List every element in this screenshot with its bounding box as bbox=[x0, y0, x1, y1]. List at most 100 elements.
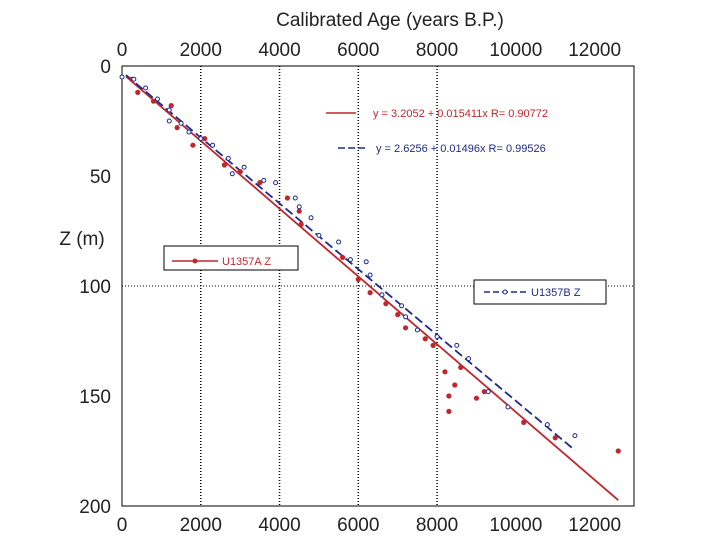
point-u1357b bbox=[210, 142, 216, 148]
point-u1357b bbox=[131, 76, 137, 82]
point-u1357a bbox=[446, 408, 452, 414]
bottom-axis-ticks: 0 2000 4000 6000 8000 10000 12000 bbox=[117, 515, 621, 536]
point-u1357b bbox=[273, 180, 279, 186]
point-u1357b bbox=[505, 404, 511, 410]
point-u1357a bbox=[296, 208, 302, 214]
y-axis-label: Z (m) bbox=[59, 229, 104, 250]
legend-u1357a-box bbox=[163, 245, 299, 271]
point-u1357a bbox=[442, 369, 448, 375]
point-u1357b bbox=[186, 129, 192, 135]
point-u1357a bbox=[402, 325, 409, 331]
point-u1357b bbox=[292, 195, 298, 201]
point-u1357b bbox=[178, 120, 184, 126]
point-u1357a bbox=[615, 448, 621, 454]
fit-label-red-text: y = 3.2052 + 0.015411x R= 0.90772 bbox=[373, 108, 548, 120]
left-axis-ticks: 0 50 100 150 200 bbox=[79, 57, 111, 518]
point-u1357b bbox=[166, 107, 172, 113]
data-points bbox=[119, 74, 621, 454]
point-u1357b bbox=[225, 155, 231, 161]
y-tick-label: 0 bbox=[100, 57, 111, 78]
point-u1357a bbox=[452, 382, 458, 388]
point-u1357a bbox=[473, 395, 480, 401]
point-u1357b bbox=[308, 215, 314, 221]
point-u1357a bbox=[355, 276, 361, 282]
point-u1357a bbox=[521, 419, 527, 425]
legend-u1357a-marker bbox=[192, 258, 198, 264]
point-u1357b bbox=[198, 136, 204, 142]
point-u1357b bbox=[296, 204, 302, 210]
bottom-tick-label: 10000 bbox=[489, 515, 542, 536]
point-u1357b bbox=[347, 257, 353, 263]
bottom-tick-label: 12000 bbox=[568, 515, 621, 536]
point-u1357a bbox=[430, 342, 436, 348]
point-u1357b bbox=[544, 422, 550, 428]
point-u1357b bbox=[399, 303, 405, 309]
point-u1357b bbox=[154, 96, 160, 102]
point-u1357b bbox=[229, 171, 235, 177]
point-u1357a bbox=[422, 336, 428, 342]
point-u1357a bbox=[284, 195, 291, 201]
top-tick-label: 12000 bbox=[568, 40, 621, 61]
top-tick-label: 4000 bbox=[258, 40, 300, 61]
top-tick-label: 0 bbox=[117, 40, 128, 61]
legend-u1357b: U1357B Z bbox=[473, 279, 607, 305]
fit-label-blue-text: y = 2.6256 + 0.01496x R= 0.99526 bbox=[376, 143, 546, 155]
point-u1357a bbox=[257, 180, 263, 186]
bottom-tick-label: 4000 bbox=[258, 515, 300, 536]
point-u1357b bbox=[403, 314, 409, 320]
point-u1357a bbox=[237, 169, 243, 175]
point-u1357b bbox=[363, 259, 369, 265]
top-tick-label: 6000 bbox=[337, 40, 379, 61]
point-u1357b bbox=[143, 85, 149, 91]
y-tick-label: 100 bbox=[79, 277, 111, 298]
point-u1357b bbox=[336, 239, 342, 245]
point-u1357a bbox=[395, 312, 401, 318]
point-u1357b bbox=[434, 334, 440, 340]
point-u1357b bbox=[454, 342, 460, 348]
point-u1357a bbox=[221, 162, 227, 168]
fit-line-u1357a bbox=[125, 75, 619, 501]
point-u1357a bbox=[552, 435, 558, 441]
point-u1357b bbox=[466, 356, 472, 362]
legend-u1357b-marker bbox=[502, 289, 508, 295]
point-u1357a bbox=[135, 89, 141, 95]
bottom-tick-label: 8000 bbox=[416, 515, 458, 536]
point-u1357a bbox=[367, 290, 373, 296]
point-u1357a bbox=[168, 103, 174, 109]
point-u1357b bbox=[379, 292, 385, 298]
point-u1357b bbox=[572, 433, 578, 439]
point-u1357b bbox=[316, 232, 322, 238]
point-u1357a bbox=[339, 254, 346, 260]
point-u1357b bbox=[414, 327, 420, 333]
top-tick-label: 2000 bbox=[180, 40, 222, 61]
point-u1357b bbox=[261, 177, 267, 183]
top-tick-label: 8000 bbox=[416, 40, 458, 61]
point-u1357b bbox=[166, 118, 172, 124]
point-u1357a bbox=[202, 136, 208, 142]
legend-u1357b-label: U1357B Z bbox=[531, 287, 581, 299]
bottom-tick-label: 6000 bbox=[337, 515, 379, 536]
y-tick-label: 50 bbox=[90, 167, 111, 188]
bottom-tick-label: 2000 bbox=[180, 515, 222, 536]
top-tick-label: 10000 bbox=[489, 40, 542, 61]
chart-title: Calibrated Age (years B.P.) bbox=[276, 10, 504, 31]
point-u1357a bbox=[298, 221, 304, 227]
point-u1357a bbox=[150, 98, 157, 104]
y-tick-label: 200 bbox=[79, 497, 111, 518]
point-u1357a bbox=[174, 125, 180, 131]
legend-u1357a: U1357A Z bbox=[163, 245, 299, 271]
point-u1357b bbox=[241, 164, 247, 170]
top-axis-ticks: 0 2000 4000 6000 8000 10000 12000 bbox=[117, 40, 621, 61]
point-u1357a bbox=[458, 364, 464, 370]
point-u1357a bbox=[383, 301, 389, 307]
point-u1357b bbox=[485, 389, 491, 395]
bottom-tick-label: 0 bbox=[117, 515, 128, 536]
point-u1357b bbox=[367, 272, 373, 278]
point-u1357a bbox=[481, 389, 487, 395]
legend-u1357a-label: U1357A Z bbox=[222, 256, 271, 268]
point-u1357b bbox=[119, 74, 125, 80]
point-u1357a bbox=[190, 142, 196, 148]
fit-label-red: y = 3.2052 + 0.015411x R= 0.90772 bbox=[326, 108, 548, 120]
y-tick-label: 150 bbox=[79, 387, 111, 408]
